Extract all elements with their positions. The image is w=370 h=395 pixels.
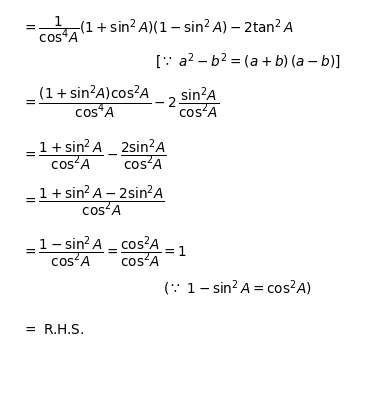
Text: $= \dfrac{1 + \sin^2 A}{\cos^2\!A} - \dfrac{2\sin^2\!A}{\cos^2\!A}$: $= \dfrac{1 + \sin^2 A}{\cos^2\!A} - \df…	[22, 137, 166, 173]
Text: $= \dfrac{1}{\cos^4\!A}(1 + \sin^2 A)(1 - \sin^2 A) - 2\tan^2 A$: $= \dfrac{1}{\cos^4\!A}(1 + \sin^2 A)(1 …	[22, 14, 294, 45]
Text: $= \dfrac{1 - \sin^2 A}{\cos^2\!A} = \dfrac{\cos^2\!A}{\cos^2\!A} = 1$: $= \dfrac{1 - \sin^2 A}{\cos^2\!A} = \df…	[22, 234, 187, 270]
Text: $(\because\ 1 - \sin^2 A = \cos^2\!A)$: $(\because\ 1 - \sin^2 A = \cos^2\!A)$	[163, 278, 311, 298]
Text: $[\because\ a^2 - b^2 = (a+b)\,(a-b)]$: $[\because\ a^2 - b^2 = (a+b)\,(a-b)]$	[155, 51, 341, 71]
Text: $= $ R.H.S.: $= $ R.H.S.	[22, 323, 84, 337]
Text: $= \dfrac{1 + \sin^2 A - 2\sin^2\!A}{\cos^2\!A}$: $= \dfrac{1 + \sin^2 A - 2\sin^2\!A}{\co…	[22, 184, 165, 219]
Text: $= \dfrac{(1 + \sin^2\!A)\cos^2\!A}{\cos^4\!A} - 2\,\dfrac{\sin^2\!A}{\cos^2\!A}: $= \dfrac{(1 + \sin^2\!A)\cos^2\!A}{\cos…	[22, 84, 219, 121]
